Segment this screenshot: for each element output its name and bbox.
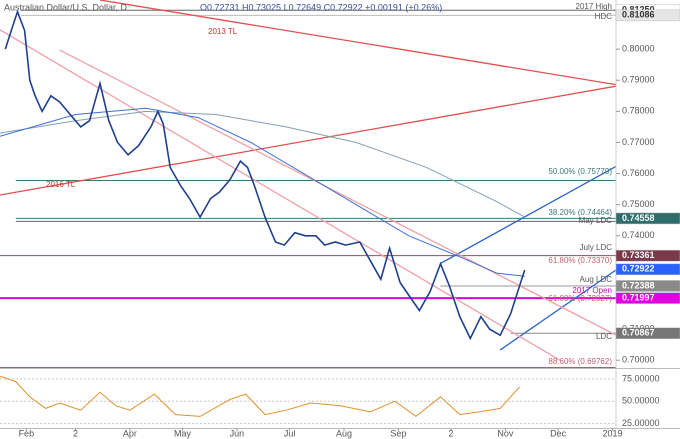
trendline: [0, 29, 561, 361]
x-tick-label: Sep: [390, 428, 406, 438]
x-tick-label: May: [174, 428, 192, 438]
annotation: 2017 High: [576, 2, 612, 11]
price-tag: [615, 263, 680, 276]
annotation: 38.20% (0.74464): [548, 208, 612, 217]
rsi-tick-label: 25.00000: [622, 418, 660, 428]
plot: [0, 0, 616, 368]
y-tick-label: 0.78000: [622, 106, 655, 116]
x-tick-label: 2: [73, 428, 78, 438]
annotation: July LDC: [580, 243, 613, 252]
series-line: [4, 9, 526, 341]
x-tick-label: 2: [449, 428, 454, 438]
y-tick-label: 0.76000: [622, 168, 655, 178]
annotation: 61.80% (0.72027): [548, 294, 612, 303]
x-tick-label: Dec: [550, 428, 567, 438]
annotation: HDC: [595, 12, 613, 21]
x-tick-label: Feb: [19, 428, 35, 438]
price-tag-label: 0.70867: [622, 328, 655, 338]
series-line: [0, 107, 525, 277]
trendline: [59, 49, 616, 336]
price-tag: [615, 249, 680, 262]
x-tick-label: Jun: [230, 428, 245, 438]
x-tick-label: Jul: [284, 428, 296, 438]
y-tick-label: 0.70000: [622, 355, 655, 365]
y-tick-label: 0.77000: [622, 137, 655, 147]
annotation: 2017 Open: [572, 286, 612, 295]
y-tick-label: 0.75000: [622, 199, 655, 209]
price-tag: [615, 212, 680, 225]
trendline: [440, 165, 616, 265]
x-tick-label: Nov: [497, 428, 514, 438]
y-tick-label: 0.79000: [622, 75, 655, 85]
ohlc: O0.72731 H0.73025 L0.72649 C0.72922 +0.0…: [200, 2, 442, 12]
annotations: 2017 High HDC 2013 TL 2016 TL 50.00% (0.…: [46, 2, 612, 366]
y-tick-label: 0.80000: [622, 44, 655, 54]
chart-title: Australian Dollar/U.S. Dollar, D: [4, 2, 128, 12]
series-line: [0, 110, 525, 218]
trendline: [99, 0, 616, 86]
annotation: 50.00% (0.75779): [548, 167, 612, 176]
annotation: 2016 TL: [46, 180, 76, 189]
annotation: 88.60% (0.69762): [548, 357, 612, 366]
x-tick-label: Aug: [336, 428, 352, 438]
price-tag-label: 0.81086: [622, 10, 655, 20]
price-tag: [615, 280, 680, 292]
rsi-tick-label: 50.00000: [622, 396, 660, 406]
price-tag-label: 0.72922: [622, 264, 655, 274]
price-tag-label: 0.71997: [622, 292, 655, 302]
x-tick-label: 2019: [602, 428, 622, 438]
price-tag: [615, 9, 680, 22]
price-tag-label: 0.73361: [622, 250, 655, 260]
x-tick-label: Apr: [123, 428, 137, 438]
trendline: [0, 85, 616, 196]
annotation: 61.80% (0.73370): [548, 256, 612, 265]
rsi-tick-label: 75.00000: [622, 373, 660, 383]
price-tag: [615, 327, 680, 340]
price-tag: [615, 292, 680, 304]
annotation: Aug LDC: [580, 275, 613, 284]
annotation: LDC: [596, 332, 612, 341]
y-tick-label: 0.74000: [622, 230, 655, 240]
price-tag-label: 0.74558: [622, 213, 655, 223]
price-tag-label: 0.72388: [622, 280, 655, 290]
annotation: May LDC: [579, 216, 613, 225]
annotation: 2013 TL: [208, 27, 238, 36]
series-line: [0, 375, 520, 418]
